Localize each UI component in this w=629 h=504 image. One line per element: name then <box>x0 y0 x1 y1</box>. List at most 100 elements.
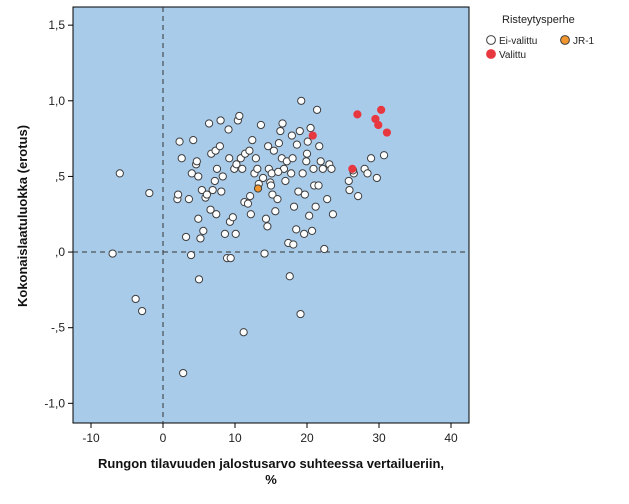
point-jr-1 <box>253 184 263 193</box>
point-ei-valittu <box>274 139 284 148</box>
point-ei-valittu <box>302 149 312 158</box>
point-ei-valittu <box>228 213 237 222</box>
point-ei-valittu <box>305 211 314 220</box>
point-ei-valittu <box>197 185 206 195</box>
point-ei-valittu <box>194 172 203 181</box>
reference-lines <box>73 7 469 423</box>
x-tick-label: 40 <box>444 431 458 445</box>
point-ei-valittu <box>175 137 184 146</box>
point-ei-valittu <box>300 229 309 239</box>
point-ei-valittu <box>287 169 296 178</box>
point-valittu <box>348 164 357 173</box>
point-ei-valittu <box>312 105 322 114</box>
point-ei-valittu <box>238 164 247 173</box>
point-ei-valittu <box>220 229 230 239</box>
y-tick-label: -1,0 <box>44 396 65 410</box>
point-ei-valittu <box>177 154 186 163</box>
point-ei-valittu <box>256 120 266 130</box>
point-ei-valittu <box>189 136 198 145</box>
y-tick-label: ,5 <box>55 169 65 183</box>
point-ei-valittu <box>186 250 196 260</box>
point-ei-valittu <box>245 146 254 155</box>
point-ei-valittu <box>212 164 222 173</box>
point-ei-valittu <box>246 210 255 219</box>
point-ei-valittu <box>232 160 241 169</box>
point-ei-valittu <box>345 185 354 195</box>
point-ei-valittu <box>328 210 338 219</box>
point-ei-valittu <box>316 157 325 166</box>
point-ei-valittu <box>224 125 233 134</box>
point-ei-valittu <box>302 157 311 166</box>
point-ei-valittu <box>218 172 227 181</box>
point-valittu <box>308 131 317 140</box>
legend-marker-jr-1 <box>560 35 570 45</box>
data-points <box>108 96 392 378</box>
point-ei-valittu <box>264 142 273 151</box>
point-ei-valittu <box>261 214 271 223</box>
point-ei-valittu <box>314 181 323 190</box>
point-ei-valittu <box>138 306 147 316</box>
point-valittu <box>382 128 392 137</box>
point-ei-valittu <box>298 169 307 178</box>
y-axis-title: Kokonaislaatuluokka (erotus) <box>15 125 30 307</box>
point-ei-valittu <box>216 116 225 125</box>
point-ei-valittu <box>231 229 240 239</box>
point-ei-valittu <box>366 154 376 163</box>
point-ei-valittu <box>246 191 255 201</box>
point-ei-valittu <box>268 190 277 199</box>
point-ei-valittu <box>235 111 244 121</box>
point-ei-valittu <box>225 154 234 163</box>
point-ei-valittu <box>307 226 317 235</box>
point-ei-valittu <box>285 272 294 281</box>
plot-area <box>72 6 470 424</box>
legend-label-ei-valittu: Ei-valittu <box>499 36 537 47</box>
legend-label-jr-1: JR-1 <box>573 36 595 47</box>
point-ei-valittu <box>115 169 124 178</box>
point-ei-valittu <box>344 176 353 186</box>
point-ei-valittu <box>212 210 221 219</box>
point-ei-valittu <box>266 181 276 190</box>
point-ei-valittu <box>276 126 285 136</box>
point-ei-valittu <box>318 164 327 173</box>
point-ei-valittu <box>297 96 306 105</box>
point-ei-valittu <box>187 169 196 178</box>
point-ei-valittu <box>289 202 299 211</box>
x-axis-title-line1: Rungon tilavuuden jalostusarvo suhteessa… <box>98 456 444 471</box>
point-ei-valittu <box>196 234 205 243</box>
point-ei-valittu <box>263 222 272 231</box>
point-ei-valittu <box>271 207 280 216</box>
point-ei-valittu <box>309 164 318 173</box>
point-ei-valittu <box>372 173 381 183</box>
point-ei-valittu <box>210 176 219 186</box>
point-valittu <box>377 105 386 114</box>
point-ei-valittu <box>379 151 389 160</box>
point-ei-valittu <box>287 131 296 140</box>
point-ei-valittu <box>292 140 302 149</box>
point-ei-valittu <box>260 249 269 258</box>
x-tick-label: -10 <box>82 431 100 445</box>
point-ei-valittu <box>192 157 201 166</box>
x-tick-label: 30 <box>372 431 386 445</box>
point-valittu <box>374 120 383 130</box>
point-valittu <box>353 110 362 119</box>
point-ei-valittu <box>174 190 183 199</box>
y-tick-label: ,0 <box>55 245 65 259</box>
point-ei-valittu <box>131 294 140 304</box>
point-ei-valittu <box>315 142 324 151</box>
point-ei-valittu <box>269 146 278 155</box>
y-tick-label: 1,0 <box>48 94 65 108</box>
point-ei-valittu <box>215 142 224 151</box>
y-tick-label: 1,5 <box>48 18 65 32</box>
point-ei-valittu <box>253 164 262 173</box>
point-ei-valittu <box>300 190 309 199</box>
point-ei-valittu <box>306 123 315 133</box>
point-ei-valittu <box>320 244 329 254</box>
point-ei-valittu <box>294 187 303 196</box>
point-ei-valittu <box>278 119 287 128</box>
point-ei-valittu <box>179 368 188 378</box>
x-tick-label: 0 <box>160 431 167 445</box>
y-axis: -1,0 -,5 ,0 ,5 1,0 1,5 <box>44 18 73 410</box>
x-tick-label: 10 <box>228 431 242 445</box>
legend-label-valittu: Valittu <box>499 50 526 61</box>
